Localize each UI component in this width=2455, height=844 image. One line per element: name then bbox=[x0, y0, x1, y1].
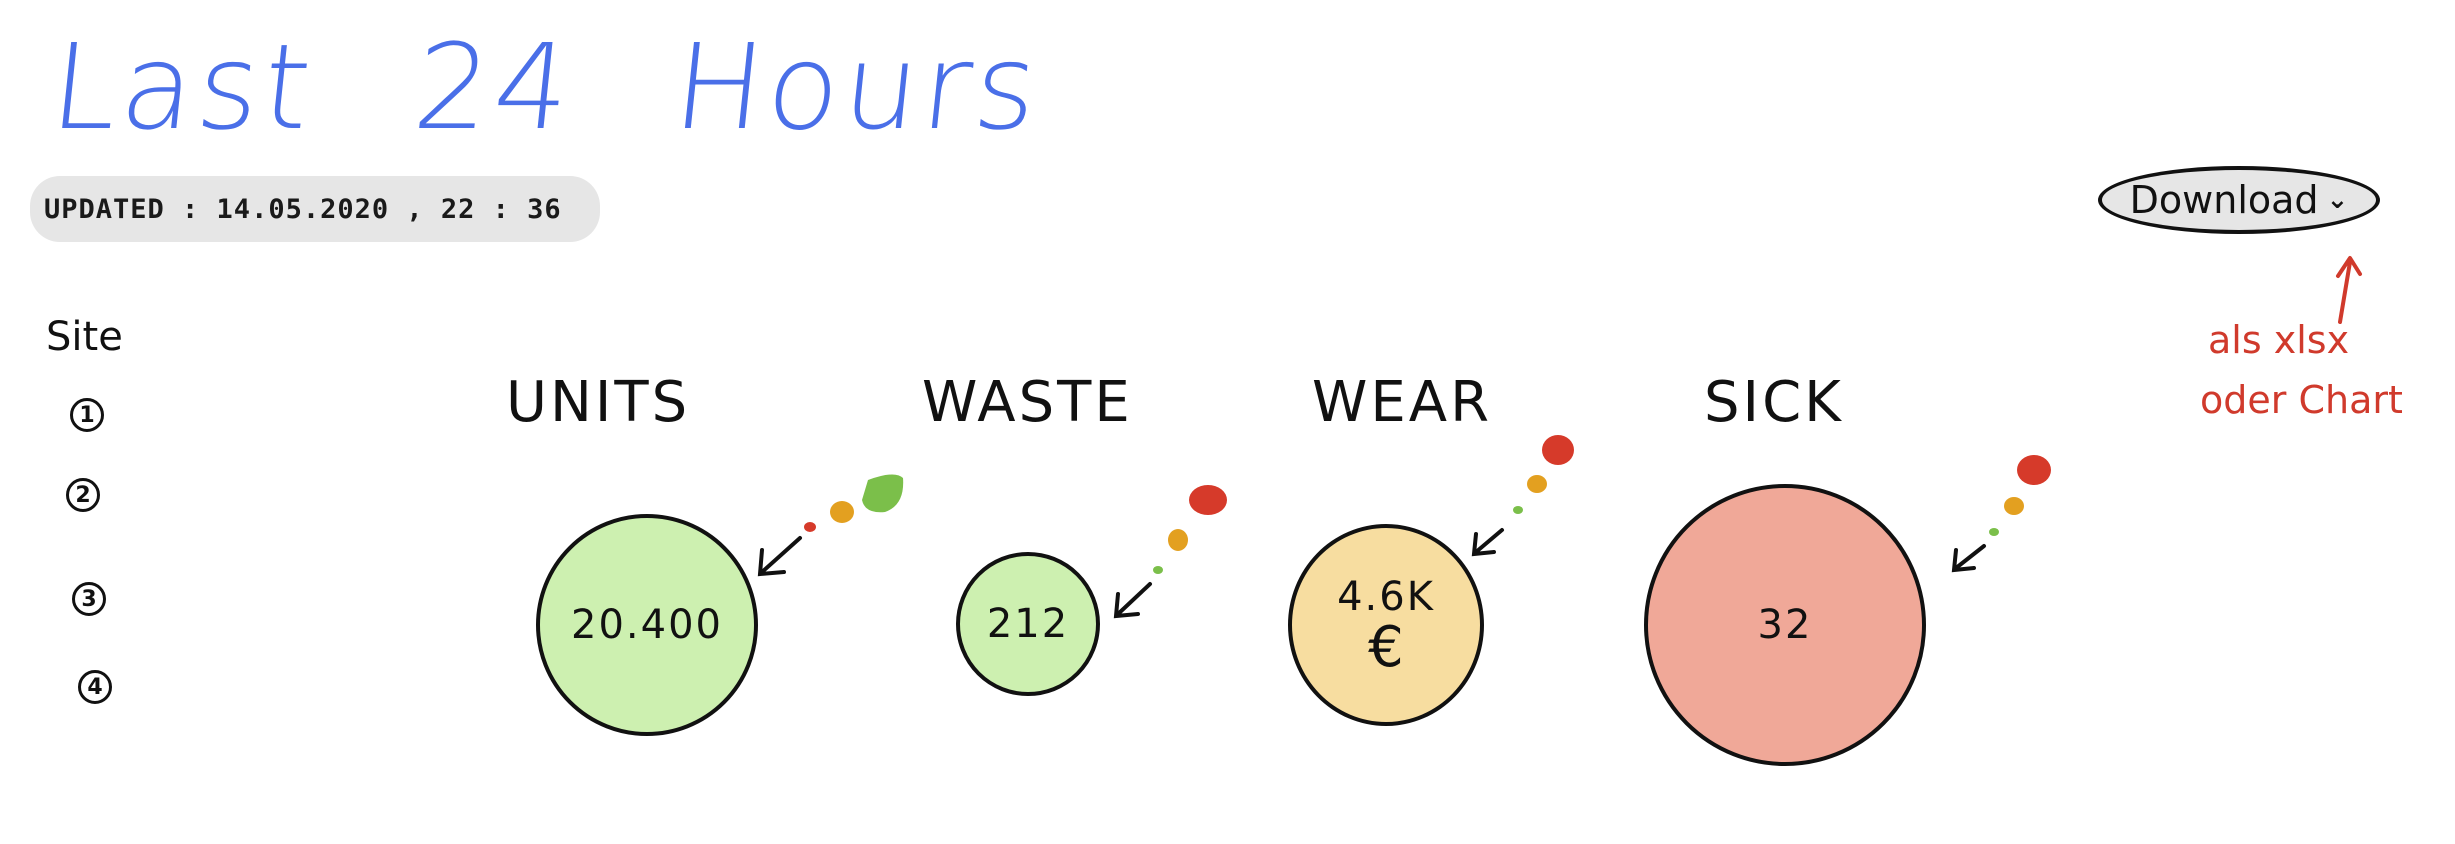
sick-trend-indicator bbox=[1951, 455, 2051, 573]
kpi-bubble-wear[interactable]: 4.6K € bbox=[1288, 524, 1484, 726]
kpi-value-waste: 212 bbox=[986, 601, 1070, 647]
waste-trend-arrow-icon bbox=[1113, 582, 1152, 619]
euro-icon: € bbox=[1368, 615, 1404, 680]
wear-trend-dot-green bbox=[1513, 506, 1523, 514]
sick-trend-dot-green bbox=[1989, 528, 1999, 536]
updated-timestamp: UPDATED : 14.05.2020 , 22 : 36 bbox=[30, 176, 600, 242]
units-trend-dot-red bbox=[804, 522, 816, 532]
kpi-bubble-waste[interactable]: 212 bbox=[956, 552, 1100, 696]
sick-trend-arrow-icon bbox=[1951, 544, 1986, 573]
units-trend-indicator bbox=[757, 474, 904, 577]
site-item-4[interactable]: 4 bbox=[78, 670, 112, 704]
waste-trend-dot-green bbox=[1153, 566, 1163, 574]
kpi-label-wear: WEAR bbox=[1312, 370, 1492, 435]
site-item-1[interactable]: 1 bbox=[70, 398, 104, 432]
waste-trend-indicator bbox=[1113, 485, 1227, 619]
site-item-3[interactable]: 3 bbox=[72, 582, 106, 616]
annotation-arrow-icon bbox=[2336, 256, 2362, 324]
site-label: Site bbox=[46, 314, 123, 360]
download-format-note-line1: als xlsx bbox=[2208, 318, 2350, 362]
waste-trend-dot-orange bbox=[1168, 529, 1188, 551]
kpi-label-waste: WASTE bbox=[922, 370, 1133, 435]
kpi-value-sick: 32 bbox=[1757, 602, 1813, 648]
site-item-2[interactable]: 2 bbox=[66, 478, 100, 512]
wear-trend-indicator bbox=[1471, 435, 1574, 557]
kpi-label-sick: SICK bbox=[1704, 370, 1844, 435]
kpi-value-units: 20.400 bbox=[571, 602, 723, 648]
waste-trend-dot-red bbox=[1189, 485, 1227, 515]
units-trend-dot-orange bbox=[830, 501, 854, 523]
download-button[interactable]: Download ⌄ bbox=[2098, 166, 2380, 234]
download-format-note-line2: oder Chart bbox=[2200, 378, 2403, 422]
wear-trend-arrow-icon bbox=[1471, 528, 1504, 557]
wear-trend-dot-red bbox=[1542, 435, 1574, 465]
kpi-bubble-sick[interactable]: 32 bbox=[1644, 484, 1926, 766]
units-trend-arrow-icon bbox=[757, 536, 802, 577]
download-button-label: Download bbox=[2129, 178, 2319, 222]
kpi-value-wear: 4.6K bbox=[1337, 574, 1435, 620]
kpi-bubble-units[interactable]: 20.400 bbox=[536, 514, 758, 736]
wear-trend-dot-orange bbox=[1527, 475, 1547, 493]
units-trend-dot-green bbox=[862, 474, 904, 513]
sick-trend-dot-red bbox=[2017, 455, 2051, 485]
sick-trend-dot-orange bbox=[2004, 497, 2024, 515]
chevron-down-icon: ⌄ bbox=[2326, 185, 2349, 215]
kpi-label-units: UNITS bbox=[506, 370, 691, 435]
